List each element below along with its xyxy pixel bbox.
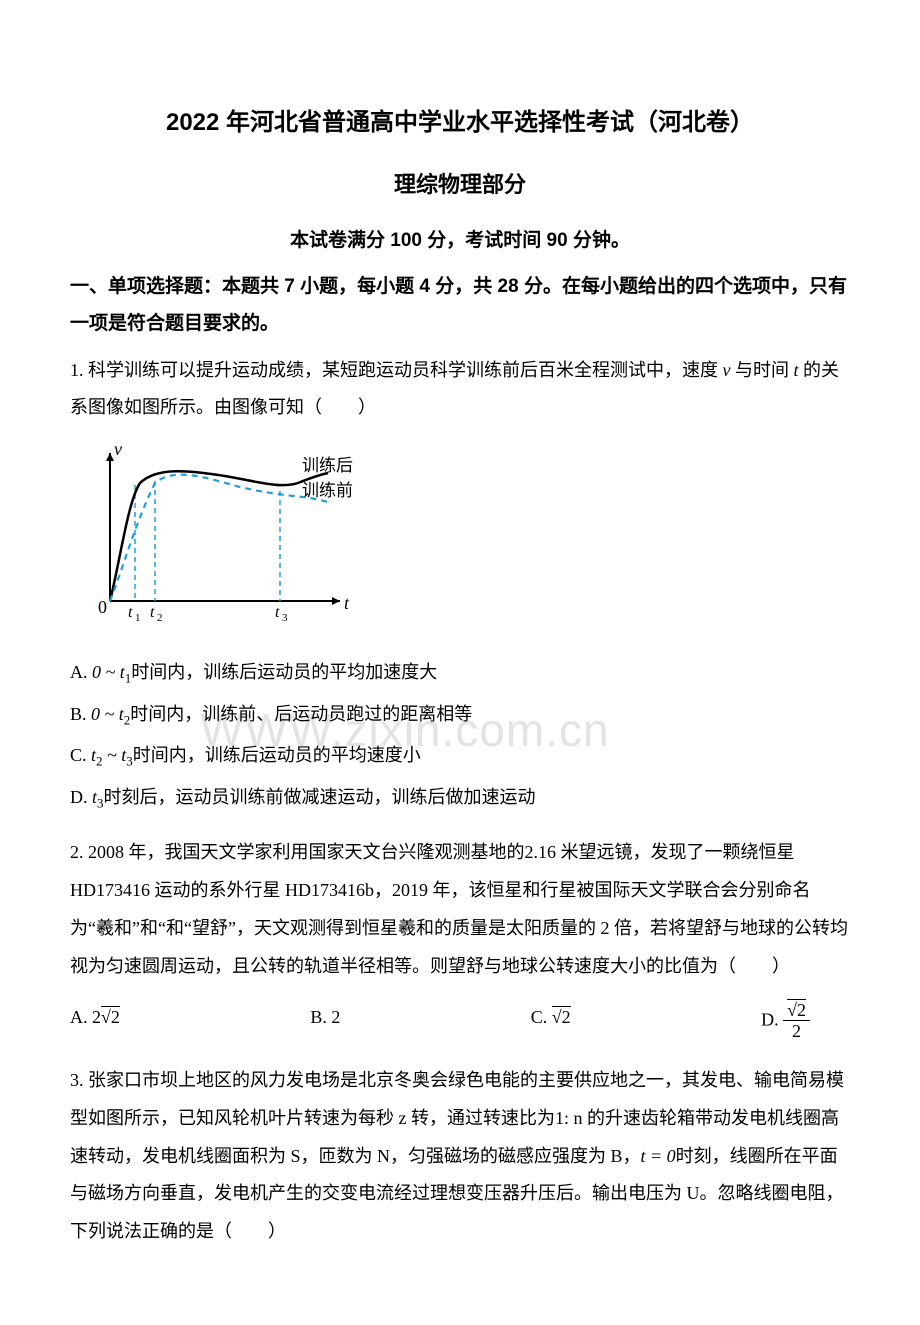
axis-origin: 0 (98, 597, 107, 617)
svg-text:t: t (275, 604, 280, 621)
q2-option-b: B. 2 (310, 1000, 340, 1042)
q2-option-c: C. √2 (531, 1000, 571, 1042)
q1-stem-b: 与时间 (731, 360, 794, 380)
question-2: 2. 2008 年，我国天文学家利用国家天文台兴隆观测基地的2.16 米望远镜，… (70, 834, 850, 985)
q1-figure: 0 v t t1 t2 t3 训练后 训练前 (80, 441, 850, 632)
curve1-label: 训练后 (302, 456, 353, 475)
svg-text:t: t (150, 604, 155, 621)
svg-text:3: 3 (282, 612, 288, 621)
question-1: 1. 科学训练可以提升运动成绩，某短跑运动员科学训练前后百米全程测试中，速度 v… (70, 352, 850, 428)
q1-stem-a: 1. 科学训练可以提升运动成绩，某短跑运动员科学训练前后百米全程测试中，速度 (70, 360, 723, 380)
svg-text:2: 2 (157, 612, 163, 621)
q1-option-a: A. 0 ~ t1时间内，训练后运动员的平均加速度大 (70, 652, 850, 693)
question-3: 3. 张家口市坝上地区的风力发电场是北京冬奥会绿色电能的主要供应地之一，其发电、… (70, 1062, 850, 1251)
q2-option-a: A. 2√2 (70, 1000, 120, 1042)
main-title: 2022 年河北省普通高中学业水平选择性考试（河北卷） (70, 100, 850, 146)
sub-title: 理综物理部分 (70, 164, 850, 206)
section-heading: 一、单项选择题：本题共 7 小题，每小题 4 分，共 28 分。在每小题给出的四… (70, 269, 850, 341)
axis-y-label: v (114, 441, 122, 459)
axis-x-label: t (344, 593, 350, 613)
curve2-label: 训练前 (302, 481, 353, 500)
q2-options: A. 2√2 B. 2 C. √2 D. √22 (70, 1000, 850, 1042)
q2-stem: 2. 2008 年，我国天文学家利用国家天文台兴隆观测基地的2.16 米望远镜，… (70, 842, 848, 975)
q1-options: A. 0 ~ t1时间内，训练后运动员的平均加速度大 B. 0 ~ t2时间内，… (70, 652, 850, 818)
exam-info: 本试卷满分 100 分，考试时间 90 分钟。 (70, 223, 850, 259)
q1-option-c: C. t2 ~ t3时间内，训练后运动员的平均速度小 (70, 735, 850, 776)
q1-option-d: D. t3时刻后，运动员训练前做减速运动，训练后做加速运动 (70, 777, 850, 818)
svg-text:t: t (128, 604, 133, 621)
q1-option-b: B. 0 ~ t2时间内，训练前、后运动员跑过的距离相等 WWW.zixin.c… (70, 694, 850, 735)
svg-text:1: 1 (135, 612, 141, 621)
q1-var-v: v (723, 360, 731, 380)
q2-option-d: D. √22 (761, 1000, 810, 1042)
